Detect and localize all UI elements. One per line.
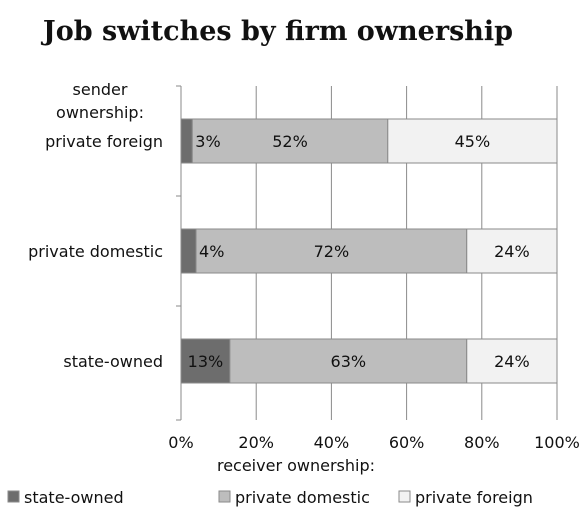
data-label: 4% — [199, 242, 224, 261]
y-axis-title-line2: ownership: — [56, 103, 144, 122]
bar-segment — [229, 338, 468, 384]
data-label: 24% — [494, 242, 530, 261]
data-label: 3% — [195, 132, 220, 151]
bar-segment — [180, 118, 193, 164]
x-tick-label: 100% — [534, 433, 580, 452]
legend: state-owned private domestic private forei… — [7, 488, 533, 507]
bar-segment — [387, 118, 558, 164]
x-tick-label: 0% — [168, 433, 193, 452]
y-axis-title-line1: sender — [73, 80, 128, 99]
x-tick-label: 40% — [314, 433, 350, 452]
legend-swatch — [398, 490, 411, 503]
legend-swatch — [218, 490, 231, 503]
bar-segment — [466, 338, 558, 384]
x-tick-label: 20% — [238, 433, 274, 452]
data-label: 63% — [331, 352, 367, 371]
legend-label: state-owned — [24, 488, 124, 507]
x-axis-title: receiver ownership: — [217, 456, 375, 475]
bar-segment — [466, 228, 558, 274]
data-label: 24% — [494, 352, 530, 371]
bars — [180, 118, 558, 384]
chart-title: Job switches by firm ownership — [41, 16, 513, 47]
data-labels: 3% 52% 45% private foreign 4% 72% 24% private d… — [28, 132, 530, 371]
legend-label: private domestic — [235, 488, 370, 507]
x-tick-label: 80% — [464, 433, 500, 452]
data-label: 45% — [455, 132, 491, 151]
category-label: private domestic — [28, 242, 163, 261]
bar-segment — [180, 228, 197, 274]
legend-label: private foreign — [415, 488, 533, 507]
data-label: 52% — [272, 132, 308, 151]
category-label: state-owned — [63, 352, 163, 371]
axes: 0% 20% 40% 60% 80% 100% — [168, 85, 580, 452]
legend-swatch — [7, 490, 20, 503]
x-tick-label: 60% — [389, 433, 425, 452]
category-label: private foreign — [45, 132, 163, 151]
data-label: 72% — [314, 242, 350, 261]
data-label: 13% — [188, 352, 224, 371]
